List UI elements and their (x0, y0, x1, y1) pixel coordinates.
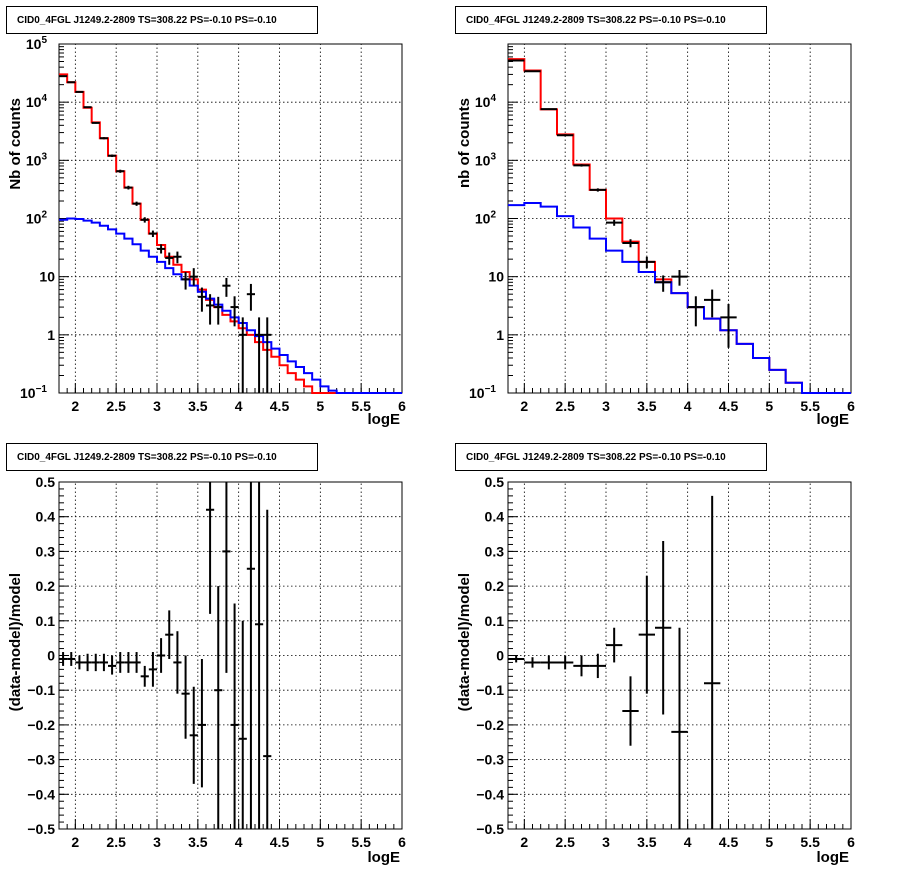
y-tick-label: 10−1 (20, 384, 47, 401)
y-tick-label: 1 (47, 327, 55, 343)
x-tick-label: 3.5 (188, 398, 208, 414)
panel-residuals-right: CID0_4FGL J1249.2-2809 TS=308.22 PS=-0.1… (449, 437, 898, 875)
y-tick-label: −0.5 (27, 821, 55, 837)
y-tick-label: 0.3 (485, 543, 505, 559)
y-tick-label: 105 (26, 35, 48, 52)
y-tick-label: 0.1 (36, 613, 56, 629)
x-tick-label: 5.5 (351, 398, 371, 414)
y-tick-label: −0.4 (476, 786, 504, 802)
chart-title: CID0_4FGL J1249.2-2809 TS=308.22 PS=-0.1… (455, 443, 767, 471)
y-tick-label: 103 (475, 151, 497, 168)
y-tick-label: 104 (26, 93, 48, 110)
x-tick-label: 5.5 (800, 398, 820, 414)
y-tick-label: 10−1 (469, 384, 496, 401)
y-tick-label: −0.2 (476, 717, 504, 733)
panel-counts-right: CID0_4FGL J1249.2-2809 TS=308.22 PS=-0.1… (449, 0, 898, 437)
y-tick-label: 0.3 (36, 543, 56, 559)
y-tick-label: 0.1 (485, 613, 505, 629)
y-tick-label: 102 (475, 210, 497, 227)
x-tick-label: 6 (847, 398, 855, 414)
x-tick-label: 4 (684, 398, 692, 414)
x-tick-label: 5 (316, 398, 324, 414)
y-axis-label: (data-model)/model (456, 573, 473, 711)
histogram-series-line (508, 201, 851, 394)
y-tick-label: −0.5 (476, 821, 504, 837)
y-axis-label: (data-model)/model (7, 573, 24, 711)
y-tick-label: 104 (475, 93, 497, 110)
plot-frame (58, 43, 403, 394)
counts-histogram-chart: 2 2.5 3 3.5 4 4.5 5 5.5 6 10−1 1 10 102 103 104 105 logE… (7, 35, 406, 428)
histogram-series-line (59, 217, 402, 394)
x-tick-label: 5 (765, 398, 773, 414)
x-tick-label: 3.5 (188, 834, 208, 850)
x-tick-label: 4 (684, 834, 692, 850)
y-tick-label: −0.3 (476, 752, 504, 768)
x-axis-label: logE (817, 411, 850, 428)
x-tick-label: 5 (316, 834, 324, 850)
x-tick-label: 4.5 (719, 834, 739, 850)
chart-title: CID0_4FGL J1249.2-2809 TS=308.22 PS=-0.1… (6, 6, 318, 34)
x-tick-label: 5.5 (800, 834, 820, 850)
x-tick-label: 6 (398, 834, 406, 850)
y-tick-label: 0.4 (485, 509, 505, 525)
plot-frame (58, 481, 403, 830)
x-tick-label: 4.5 (719, 398, 739, 414)
y-tick-label: −0.2 (27, 717, 55, 733)
x-tick-label: 2 (520, 398, 528, 414)
residuals-chart: 2 2.5 3 3.5 4 4.5 5 5.5 6 −0.5 −0.4 −0.3 −0.2 −0.1 0 0.… (456, 474, 855, 866)
y-tick-label: 0.5 (36, 474, 56, 490)
x-tick-label: 4 (235, 398, 243, 414)
x-tick-label: 3 (153, 398, 161, 414)
x-tick-label: 3.5 (637, 398, 657, 414)
plot-frame (507, 43, 852, 394)
y-tick-label: −0.1 (27, 682, 55, 698)
chart-title: CID0_4FGL J1249.2-2809 TS=308.22 PS=-0.1… (6, 443, 318, 471)
y-tick-label: 0 (496, 648, 504, 664)
y-tick-label: 0.2 (485, 578, 505, 594)
x-tick-label: 3 (153, 834, 161, 850)
x-axis-label: logE (368, 849, 401, 866)
x-tick-label: 6 (847, 834, 855, 850)
x-tick-label: 3 (602, 398, 610, 414)
x-tick-label: 6 (398, 398, 406, 414)
y-tick-label: 0.5 (485, 474, 505, 490)
x-axis-label: logE (368, 411, 401, 428)
x-tick-label: 4.5 (270, 834, 290, 850)
x-tick-label: 3.5 (637, 834, 657, 850)
y-tick-label: 10 (39, 269, 55, 285)
x-tick-label: 2.5 (555, 398, 575, 414)
y-tick-label: −0.1 (476, 682, 504, 698)
panel-counts-left: CID0_4FGL J1249.2-2809 TS=308.22 PS=-0.1… (0, 0, 449, 437)
residuals-chart: 2 2.5 3 3.5 4 4.5 5 5.5 6 −0.5 −0.4 −0.3 −0.2 −0.1 0 0.… (7, 474, 406, 866)
counts-histogram-chart: 2 2.5 3 3.5 4 4.5 5 5.5 6 10−1 1 10 102 103 104 logE nb … (456, 43, 855, 428)
y-axis-label: nb of counts (456, 98, 473, 188)
y-tick-label: 0.2 (36, 578, 56, 594)
x-tick-label: 2.5 (106, 398, 126, 414)
y-axis-label: Nb of counts (7, 98, 24, 190)
x-tick-label: 3 (602, 834, 610, 850)
y-tick-label: 102 (26, 210, 48, 227)
x-tick-label: 4 (235, 834, 243, 850)
x-tick-label: 5 (765, 834, 773, 850)
chart-title: CID0_4FGL J1249.2-2809 TS=308.22 PS=-0.1… (455, 6, 767, 34)
panel-residuals-left: CID0_4FGL J1249.2-2809 TS=308.22 PS=-0.1… (0, 437, 449, 875)
x-tick-label: 4.5 (270, 398, 290, 414)
x-tick-label: 2 (71, 834, 79, 850)
x-tick-label: 2 (71, 398, 79, 414)
y-tick-label: −0.4 (27, 786, 55, 802)
x-axis-label: logE (817, 849, 850, 866)
x-tick-label: 2.5 (555, 834, 575, 850)
y-tick-label: 0 (47, 648, 55, 664)
y-tick-label: 103 (26, 151, 48, 168)
y-tick-label: 1 (496, 327, 504, 343)
x-tick-label: 2.5 (106, 834, 126, 850)
x-tick-label: 5.5 (351, 834, 371, 850)
y-tick-label: 0.4 (36, 509, 56, 525)
y-tick-label: −0.3 (27, 752, 55, 768)
x-tick-label: 2 (520, 834, 528, 850)
y-tick-label: 10 (488, 269, 504, 285)
